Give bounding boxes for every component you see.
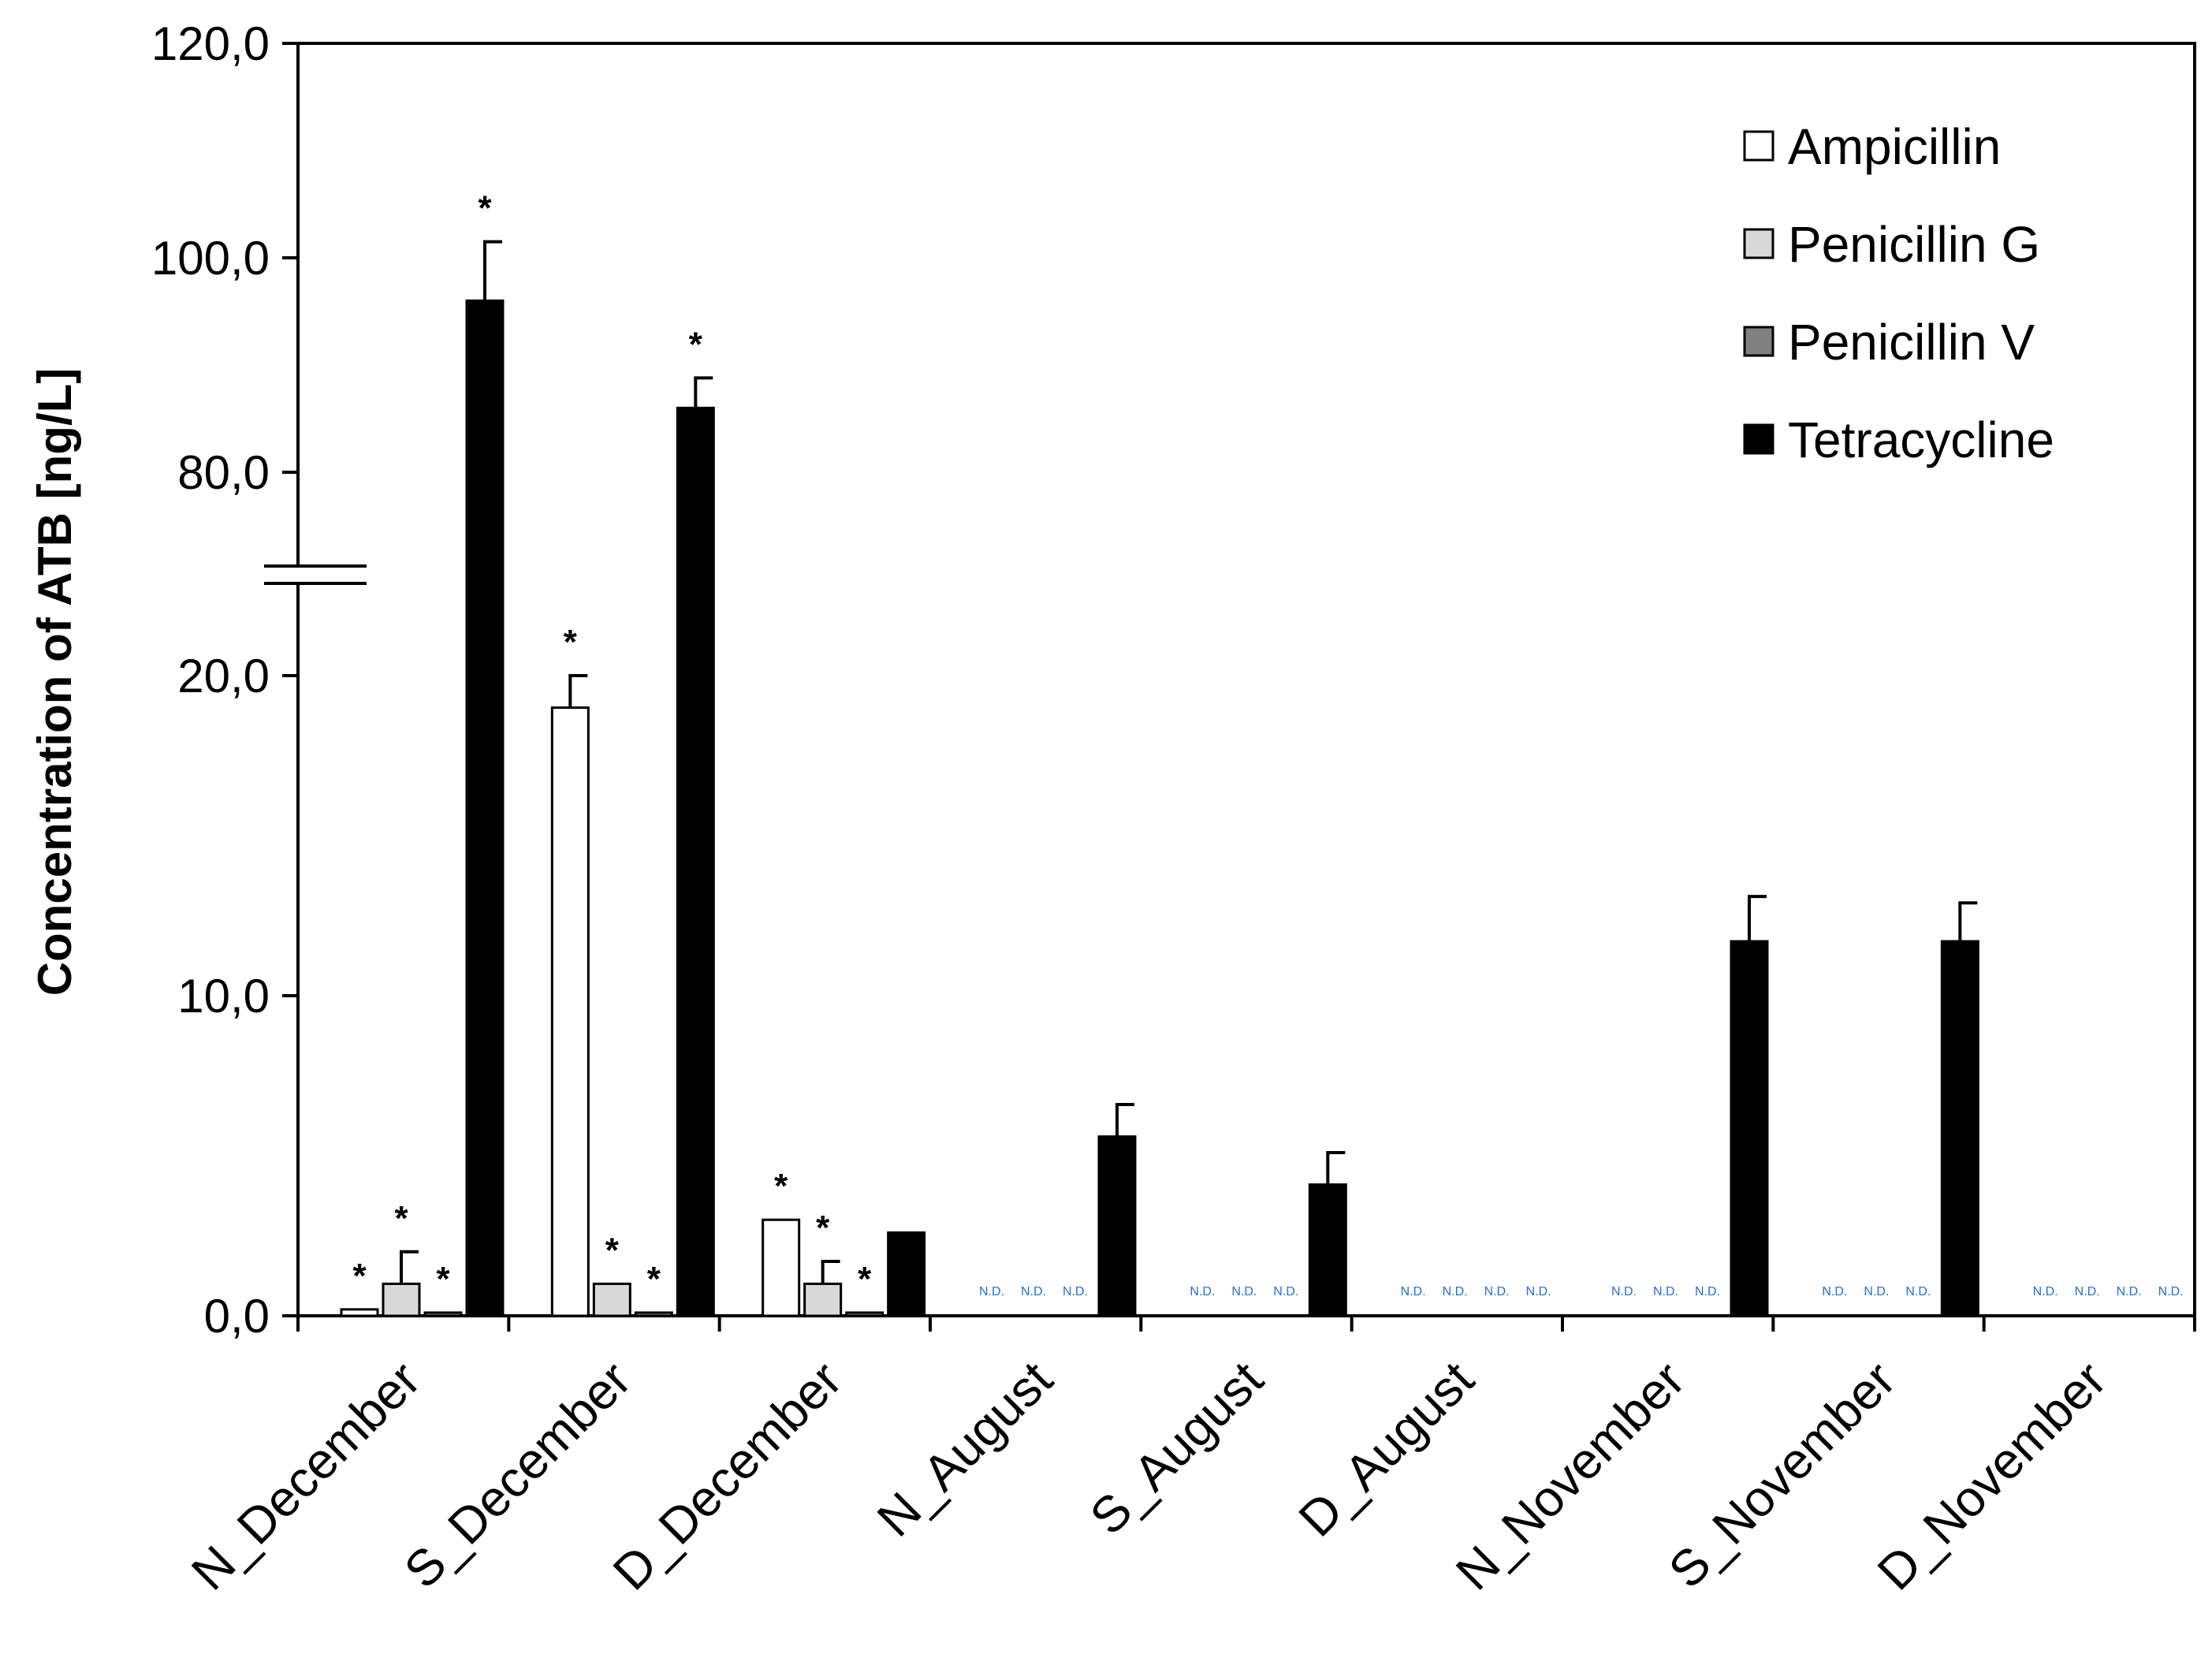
nd-label-ampicillin: N.D.	[1190, 1285, 1215, 1298]
significance-star-penicillin-v: *	[858, 1260, 872, 1298]
legend-label-penicillin-v: Penicillin V	[1788, 314, 2035, 371]
category-label-d-november: D_November	[1867, 1350, 2117, 1601]
bar-ampicillin-n-december	[340, 1308, 379, 1317]
nd-label-tetracycline: N.D.	[2158, 1285, 2184, 1298]
legend-item-penicillin-v: Penicillin V	[1743, 314, 2035, 371]
significance-star-tetracycline: *	[689, 325, 703, 363]
bar-penicillin-v-n-december	[423, 1311, 463, 1317]
axis-break	[264, 564, 367, 585]
bars	[340, 299, 1979, 1317]
significance-star-penicillin-g: *	[605, 1231, 620, 1269]
nd-label-penicillin-v: N.D.	[1484, 1285, 1510, 1298]
significance-star-ampicillin: *	[774, 1167, 788, 1205]
bar-tetracycline-n-december	[465, 299, 505, 1317]
legend-swatch-penicillin-v	[1743, 326, 1774, 357]
bar-tetracycline-s-december	[676, 406, 715, 1317]
bar-penicillin-v-d-december	[845, 1311, 884, 1317]
bar-tetracycline-s-november	[1940, 940, 1979, 1317]
significance-star-penicillin-v: *	[436, 1260, 450, 1298]
bar-tetracycline-n-november	[1730, 940, 1769, 1317]
nd-label-penicillin-g: N.D.	[1021, 1285, 1046, 1298]
significance-star-ampicillin: *	[352, 1257, 367, 1295]
plot-area	[296, 42, 2196, 1317]
nd-label-ampicillin: N.D.	[2033, 1285, 2058, 1298]
nd-label-penicillin-v: N.D.	[2117, 1285, 2142, 1298]
category-label-n-november: N_November	[1445, 1350, 1696, 1601]
legend: Ampicillin Penicillin G Penicillin V Tet…	[1743, 118, 2054, 468]
legend-swatch-ampicillin	[1743, 130, 1774, 162]
nd-label-ampicillin: N.D.	[1401, 1285, 1426, 1298]
bar-penicillin-g-s-december	[592, 1282, 631, 1317]
nd-label-penicillin-g: N.D.	[1864, 1285, 1889, 1298]
y-tick-label: 120,0	[151, 17, 270, 70]
bar-penicillin-g-n-december	[382, 1282, 421, 1317]
nd-label-tetracycline: N.D.	[1526, 1285, 1551, 1298]
y-ticks: 0,0 10,0 20,0 80,0 100,0 120,0	[151, 17, 298, 1343]
nd-label-penicillin-g: N.D.	[1231, 1285, 1257, 1298]
nd-label-penicillin-v: N.D.	[1695, 1285, 1720, 1298]
x-ticks	[296, 1316, 2196, 1332]
legend-label-ampicillin: Ampicillin	[1788, 118, 2001, 175]
category-label-n-december: N_December	[181, 1350, 431, 1601]
y-tick-label: 100,0	[151, 232, 270, 285]
significance-star-tetracycline: *	[478, 189, 492, 228]
nd-label-penicillin-g: N.D.	[1653, 1285, 1678, 1298]
nd-label-penicillin-g: N.D.	[2075, 1285, 2100, 1298]
nd-label-ampicillin: N.D.	[1611, 1285, 1637, 1298]
nd-label-penicillin-v: N.D.	[1905, 1285, 1931, 1298]
significance-star-penicillin-g: *	[394, 1199, 408, 1238]
nd-label-penicillin-v: N.D.	[1273, 1285, 1298, 1298]
category-label-s-august: S_August	[1079, 1350, 1274, 1545]
legend-item-penicillin-g: Penicillin G	[1743, 216, 2040, 273]
y-axis-title: Concentration of ATB [ng/L]	[28, 368, 81, 997]
legend-swatch-tetracycline	[1743, 423, 1774, 455]
category-label-d-december: D_December	[602, 1350, 853, 1601]
legend-label-penicillin-g: Penicillin G	[1788, 216, 2040, 273]
y-tick-label: 0,0	[204, 1290, 270, 1343]
error-bars	[400, 240, 1978, 1284]
nd-label-ampicillin: N.D.	[1822, 1285, 1847, 1298]
y-tick-label: 80,0	[177, 446, 270, 499]
bar-ampicillin-d-december	[762, 1218, 801, 1317]
bar-penicillin-v-s-december	[634, 1311, 673, 1317]
bar-tetracycline-d-december	[887, 1231, 926, 1317]
y-tick-label: 10,0	[177, 970, 270, 1023]
legend-item-tetracycline: Tetracycline	[1743, 412, 2054, 468]
significance-star-penicillin-v: *	[647, 1260, 661, 1298]
nd-label-ampicillin: N.D.	[979, 1285, 1004, 1298]
nd-label-penicillin-g: N.D.	[1443, 1285, 1468, 1298]
legend-item-ampicillin: Ampicillin	[1743, 118, 2001, 175]
legend-swatch-penicillin-g	[1743, 228, 1774, 259]
bar-penicillin-g-d-december	[803, 1282, 843, 1317]
significance-star-penicillin-g: *	[816, 1209, 830, 1247]
bar-tetracycline-n-august	[1097, 1135, 1137, 1317]
bar-ampicillin-s-december	[550, 706, 590, 1317]
nd-label-penicillin-v: N.D.	[1063, 1285, 1088, 1298]
category-label-n-august: N_August	[866, 1350, 1063, 1548]
y-tick-label: 20,0	[177, 650, 270, 702]
bar-tetracycline-s-august	[1308, 1183, 1347, 1317]
category-label-d-august: D_August	[1288, 1350, 1485, 1548]
legend-label-tetracycline: Tetracycline	[1788, 412, 2054, 468]
annotations: * * * N.D. N.D. N.D. N.D. N.D. N.D. * * * N.D. N.D. N.…	[352, 189, 2183, 1298]
significance-star-ampicillin: *	[564, 623, 578, 661]
